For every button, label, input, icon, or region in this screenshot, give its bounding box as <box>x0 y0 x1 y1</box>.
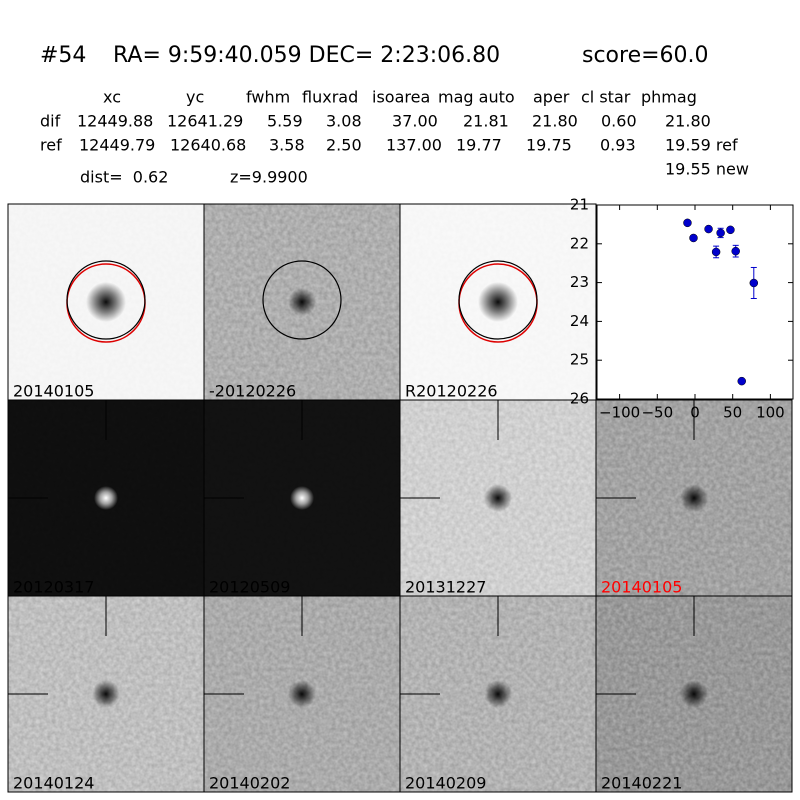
source <box>92 680 120 708</box>
source <box>484 680 512 708</box>
panel-label: 20140124 <box>13 774 94 793</box>
column-header: xc <box>103 88 121 107</box>
point <box>716 228 725 238</box>
aperture <box>66 260 146 340</box>
cell: 3.58 <box>269 136 305 155</box>
aperture <box>262 260 342 340</box>
column-header: aper <box>533 88 570 107</box>
column-header: fwhm <box>246 88 290 107</box>
image-panel: 20131227 <box>399 399 597 597</box>
cell: 0.60 <box>601 112 637 131</box>
column-header: cl star <box>581 88 631 107</box>
panel-label: 20120509 <box>209 578 290 597</box>
image-panel: 20140221 <box>595 595 793 793</box>
score: score=60.0 <box>582 43 709 68</box>
image-panel: 20140105 <box>595 399 793 597</box>
image-panel: -20120226 <box>203 203 401 401</box>
x-tick-label: 100 <box>756 404 785 422</box>
cell: 0.93 <box>600 136 636 155</box>
cell: 21.80 <box>532 112 578 131</box>
column-header: phmag <box>641 88 697 107</box>
image-panel: R20120226 <box>399 203 597 401</box>
plot: 21 22 23 24 25 26 −100 −50 0 50 100 <box>570 196 794 422</box>
y-tick-label: 25 <box>570 351 589 369</box>
cell: 12449.79 <box>79 136 155 155</box>
point <box>726 225 735 235</box>
image-panel: 20120509 <box>203 399 401 597</box>
cell: 12640.68 <box>170 136 246 155</box>
source <box>680 680 708 708</box>
source <box>484 484 512 512</box>
panel-label: 20140221 <box>601 774 682 793</box>
aperture <box>458 260 538 340</box>
cell: 137.00 <box>386 136 442 155</box>
image-panel: 20140124 <box>7 595 205 793</box>
panel-label: R20120226 <box>405 382 498 401</box>
source <box>94 486 118 510</box>
source <box>478 282 518 322</box>
panel-frame <box>595 595 793 793</box>
x-tick-label: 50 <box>723 404 742 422</box>
point <box>683 218 692 228</box>
distance: dist= 0.62 <box>80 168 168 187</box>
source <box>86 282 126 322</box>
panels: 20140105 -20120226 R20120226 20120317 201205… <box>7 203 793 793</box>
cell: 3.08 <box>326 112 362 131</box>
row-label: ref <box>40 136 62 155</box>
panel-label: 20140209 <box>405 774 486 793</box>
column-header: mag auto <box>438 88 515 107</box>
source <box>680 484 708 512</box>
cell: 19.77 <box>456 136 502 155</box>
cell: 21.81 <box>463 112 509 131</box>
x-tick-label: 0 <box>690 404 700 422</box>
y-tick-label: 24 <box>570 312 589 330</box>
point <box>749 278 759 288</box>
cell: 5.59 <box>267 112 303 131</box>
cell: 21.80 <box>665 112 711 131</box>
image-panel: 20120317 <box>7 399 205 597</box>
panel-label: 20140202 <box>209 774 290 793</box>
object-id: #54 <box>40 43 86 68</box>
column-header: isoarea <box>372 88 430 107</box>
point <box>704 224 713 234</box>
source <box>290 486 314 510</box>
panel-label: -20120226 <box>209 382 296 401</box>
point <box>711 247 721 257</box>
header: #54 RA= 9:59:40.059 DEC= 2:23:06.80 scor… <box>40 43 709 187</box>
cell: 37.00 <box>392 112 438 131</box>
image-panel: 20140105 <box>7 203 205 401</box>
panel-label: 20140105 <box>13 382 94 401</box>
redshift: z=9.9900 <box>230 168 308 187</box>
cell: 19.55 new <box>665 160 749 179</box>
panel-label: 20140105 <box>601 578 682 597</box>
image-panel: 20140202 <box>203 595 401 793</box>
cell: 2.50 <box>326 136 362 155</box>
y-tick-label: 22 <box>570 234 589 252</box>
column-header: yc <box>186 88 204 107</box>
source <box>288 680 316 708</box>
point <box>737 376 746 386</box>
table: xc yc fwhm fluxrad isoarea mag auto aper cl sta… <box>40 88 749 179</box>
panel-label: 20120317 <box>13 578 94 597</box>
cell: 12449.88 <box>77 112 153 131</box>
y-tick-label: 23 <box>570 273 589 291</box>
cell: 19.59 ref <box>665 136 738 155</box>
coordinates: RA= 9:59:40.059 DEC= 2:23:06.80 <box>113 43 500 68</box>
y-tick-label: 21 <box>570 196 589 214</box>
x-tick-label: −50 <box>641 404 673 422</box>
cell: 12641.29 <box>167 112 243 131</box>
point <box>689 233 698 243</box>
panel-label: 20131227 <box>405 578 486 597</box>
y-tick-label: 26 <box>570 390 589 408</box>
point <box>731 246 740 256</box>
row-label: dif <box>40 112 61 131</box>
column-header: fluxrad <box>302 88 358 107</box>
x-tick-label: −100 <box>599 404 640 422</box>
cell: 19.75 <box>526 136 572 155</box>
image-panel: 20140209 <box>399 595 597 793</box>
source <box>288 288 316 316</box>
